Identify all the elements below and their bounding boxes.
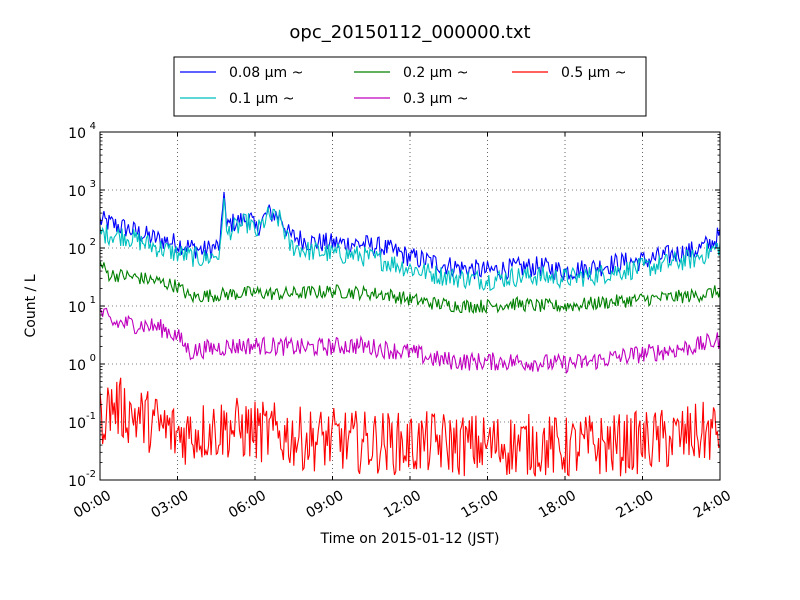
y-tick-label: 10 [68,184,86,200]
legend-label-2: 0.2 μm ~ [403,65,468,81]
y-tick-label: 10 [68,474,86,490]
x-axis-label: Time on 2015-01-12 (JST) [320,531,500,547]
series-line-1 [99,197,721,291]
y-tick-exponent: -1 [86,411,96,422]
y-tick-exponent: 1 [90,295,96,306]
y-tick-exponent: 4 [90,121,96,132]
legend-label-3: 0.3 μm ~ [403,91,468,107]
y-tick-exponent: 2 [90,237,96,248]
x-tick-label: 24:00 [691,488,734,522]
legend-label-1: 0.1 μm ~ [229,91,294,107]
series-line-0 [99,191,721,281]
x-tick-label: 12:00 [381,488,424,522]
series-line-3 [99,307,721,375]
x-tick-label: 15:00 [459,488,502,522]
y-tick-exponent: 3 [90,179,96,190]
y-tick-label: 10 [68,242,86,258]
series-line-2 [99,260,721,315]
chart-title: opc_20150112_000000.txt [289,22,530,43]
legend: 0.08 μm ~ 0.1 μm ~ 0.2 μm ~ 0.3 μm ~ 0.5 μm … [173,56,647,117]
y-axis-label: Count / L [23,274,39,337]
x-tick-label: 18:00 [536,488,579,522]
legend-label-0: 0.08 μm ~ [229,65,303,81]
x-tick-label: 09:00 [304,488,347,522]
y-tick-exponent: 0 [90,353,96,364]
plot-area [99,191,721,477]
y-tick-exponent: -2 [86,469,96,480]
x-tick-label: 00:00 [71,488,114,522]
series-line-4 [99,377,721,477]
y-tick-label: 10 [68,358,86,374]
y-tick-label: 10 [68,300,86,316]
legend-label-4: 0.5 μm ~ [561,65,626,81]
x-tick-label: 21:00 [614,488,657,522]
legend-frame [173,56,647,117]
x-tick-label: 06:00 [226,488,269,522]
x-tick-label: 03:00 [149,488,192,522]
y-tick-label: 10 [68,126,86,142]
y-tick-label: 10 [68,416,86,432]
grid [100,132,720,480]
